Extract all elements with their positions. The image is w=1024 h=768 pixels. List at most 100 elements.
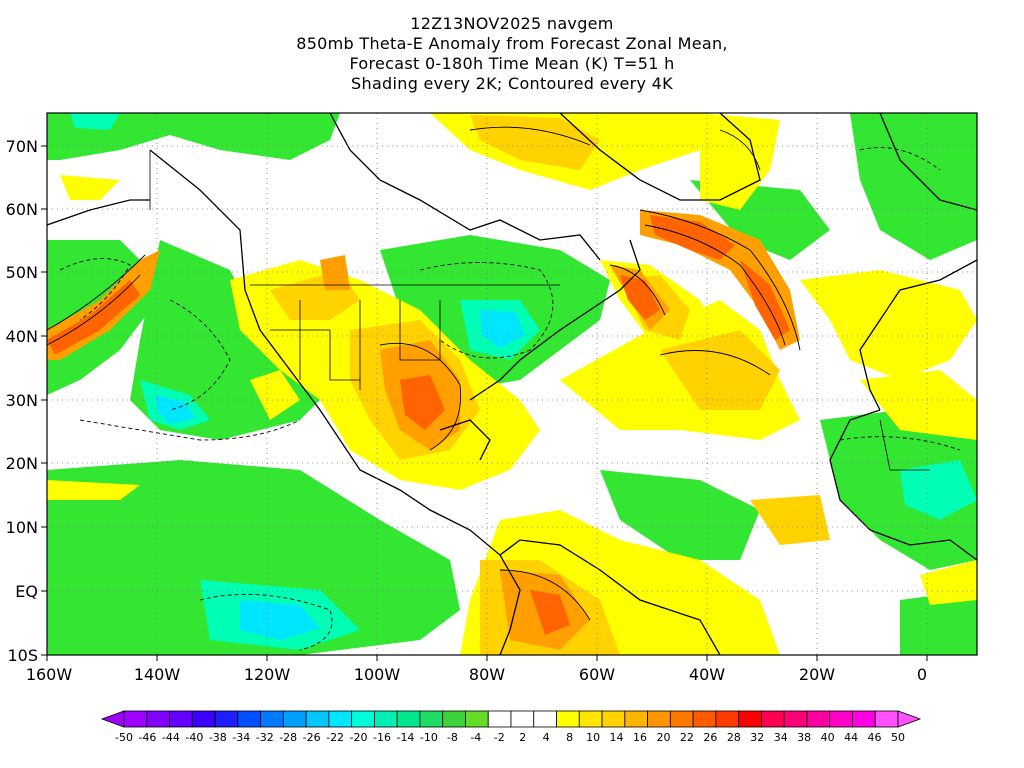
cold-anomaly-strong-cores — [155, 310, 525, 640]
colorbar-label: 46 — [868, 731, 882, 744]
lon-axis-labels: 160W 140W 120W 100W 80W 60W 40W 20W 0 — [26, 665, 927, 684]
colorbar-swatch — [647, 710, 671, 728]
colorbar-swatch — [783, 710, 808, 728]
colorbar-swatch — [169, 710, 193, 728]
colorbar-swatch — [396, 710, 421, 728]
lat-label-70n: 70N — [6, 137, 38, 156]
colorbar-label: 34 — [774, 731, 788, 744]
lon-label-40w: 40W — [689, 665, 725, 684]
lon-label-0: 0 — [917, 665, 927, 684]
colorbar-label: -28 — [279, 731, 297, 744]
colorbar-swatch — [874, 710, 899, 728]
colorbar-swatch — [487, 710, 512, 728]
colorbar-swatch — [191, 710, 216, 728]
colorbar-label: -20 — [350, 731, 368, 744]
colorbar-swatch — [624, 710, 648, 728]
colorbar-label: 26 — [703, 731, 717, 744]
colorbar-label: 38 — [797, 731, 811, 744]
colorbar-swatch — [578, 710, 603, 728]
colorbar-swatch — [738, 710, 762, 728]
lon-label-160w: 160W — [26, 665, 73, 684]
colorbar-swatch — [123, 710, 148, 728]
lon-label-60w: 60W — [579, 665, 615, 684]
colorbar-label: -40 — [185, 731, 203, 744]
lat-label-eq: EQ — [15, 582, 38, 601]
colorbar-label: -34 — [232, 731, 250, 744]
lon-label-80w: 80W — [469, 665, 505, 684]
colorbar-label: 40 — [821, 731, 835, 744]
lat-label-40n: 40N — [6, 327, 38, 346]
title-line-3: Forecast 0-180h Time Mean (K) T=51 h — [349, 54, 675, 73]
colorbar-swatch — [715, 710, 740, 728]
colorbar-label: -46 — [138, 731, 156, 744]
colorbar-label: 2 — [519, 731, 526, 744]
colorbar-label: -14 — [396, 731, 414, 744]
colorbar-label: -2 — [494, 731, 505, 744]
colorbar-label: -16 — [373, 731, 391, 744]
lon-label-100w: 100W — [354, 665, 401, 684]
title-block: 12Z13NOV2025 navgem 850mb Theta-E Anomal… — [0, 14, 1024, 94]
lat-label-60n: 60N — [6, 200, 38, 219]
colorbar-swatch — [829, 710, 853, 728]
colorbar-swatch — [419, 710, 444, 728]
colorbar-label: -44 — [162, 731, 180, 744]
colorbar-label: -22 — [326, 731, 344, 744]
coastlines — [47, 113, 977, 655]
colorbar-swatch — [328, 710, 353, 728]
colorbar-label: -50 — [115, 731, 133, 744]
title-line-1: 12Z13NOV2025 navgem — [410, 14, 614, 33]
colorbar-swatch — [282, 710, 307, 728]
lat-label-20n: 20N — [6, 454, 38, 473]
colorbar-label: -32 — [256, 731, 274, 744]
colorbar-swatch — [692, 710, 717, 728]
colorbar-label: -10 — [420, 731, 438, 744]
colorbar-label: -38 — [209, 731, 227, 744]
colorbar-swatch — [305, 710, 330, 728]
colorbar-swatch — [806, 710, 831, 728]
colorbar-label: 32 — [750, 731, 764, 744]
colorbar-label: 14 — [610, 731, 624, 744]
graticule — [47, 113, 977, 655]
colorbar-swatch — [465, 710, 489, 728]
colorbar-arrow-high — [897, 710, 922, 728]
map-plot-area — [47, 113, 977, 655]
colorbar: -50 -46 -44 -40 -38 -34 -32 -28 -26 -22 -20 -16 -14-… — [100, 710, 922, 744]
lat-label-50n: 50N — [6, 263, 38, 282]
colorbar-swatch — [533, 710, 557, 728]
political-boundaries — [149, 150, 930, 471]
colorbar-swatch — [260, 710, 284, 728]
colorbar-swatch — [351, 710, 375, 728]
colorbar-label: -4 — [470, 731, 481, 744]
map-frame — [46, 112, 978, 656]
colorbar-label: 50 — [891, 731, 905, 744]
colorbar-swatch — [852, 710, 876, 728]
colorbar-swatch — [761, 710, 785, 728]
colorbar-arrow-low — [100, 710, 125, 728]
lat-axis-labels: 70N 60N 50N 40N 30N 20N 10N EQ 10S — [6, 137, 38, 665]
negative-contours — [59, 147, 961, 651]
colorbar-label: 10 — [586, 731, 600, 744]
lon-label-120w: 120W — [244, 665, 291, 684]
colorbar-swatch — [237, 710, 261, 728]
colorbar-swatch — [442, 710, 466, 728]
positive-contours — [47, 126, 801, 621]
colorbar-swatch — [669, 710, 694, 728]
colorbar-label: 4 — [543, 731, 550, 744]
colorbar-swatch — [214, 710, 239, 728]
colorbar-label: 16 — [633, 731, 647, 744]
lat-label-10s: 10S — [7, 646, 38, 665]
colorbar-label: 8 — [566, 731, 573, 744]
colorbar-label: 20 — [656, 731, 670, 744]
colorbar-swatch — [146, 710, 170, 728]
lat-label-10n: 10N — [6, 518, 38, 537]
lon-label-140w: 140W — [134, 665, 181, 684]
colorbar-label: 28 — [727, 731, 741, 744]
colorbar-swatch — [510, 710, 535, 728]
colorbar-label: -26 — [303, 731, 321, 744]
colorbar-label: -8 — [447, 731, 458, 744]
title-line-4: Shading every 2K; Contoured every 4K — [351, 74, 673, 93]
colorbar-label: 44 — [844, 731, 858, 744]
lon-label-20w: 20W — [799, 665, 835, 684]
colorbar-label: 22 — [680, 731, 694, 744]
